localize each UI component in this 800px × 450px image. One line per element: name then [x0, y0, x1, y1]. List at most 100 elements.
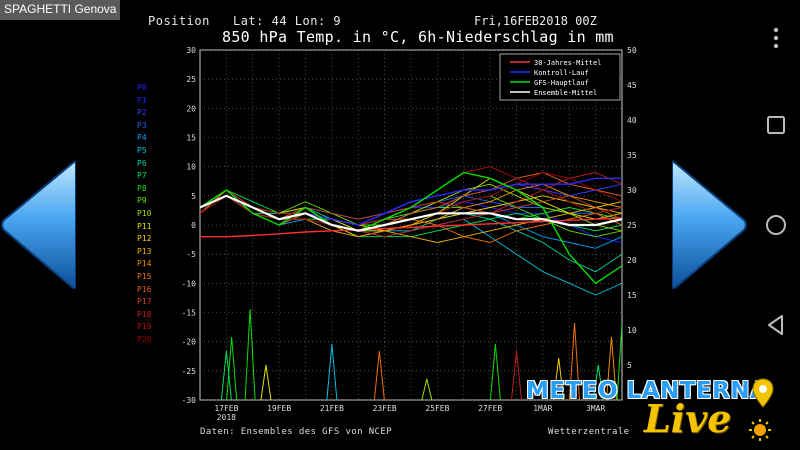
y-left-tick-label: -25 [182, 367, 197, 376]
next-run-button[interactable] [672, 158, 748, 292]
member-label: P10 [137, 208, 152, 218]
site-label: Wetterzentrale [548, 427, 630, 437]
y-right-tick-label: 45 [627, 81, 637, 90]
precip-spike [260, 364, 272, 400]
y-right-tick-label: 5 [627, 361, 632, 370]
y-right-tick-label: 40 [627, 116, 637, 125]
chart-title: 850 hPa Temp. in °C, 6h-Niederschlag in … [222, 28, 614, 46]
member-label: P17 [137, 297, 152, 307]
precip-spike [592, 364, 604, 400]
meteo-lanterna-logo: METEO LANTERNA Live [526, 378, 776, 446]
x-tick-label: 3MAR [586, 404, 605, 413]
y-left-tick-label: 30 [186, 46, 196, 55]
member-label: P5 [137, 145, 147, 155]
member-label: P7 [137, 171, 147, 181]
precip-spike [553, 357, 565, 400]
precip-spike [616, 322, 622, 400]
back-button[interactable] [764, 313, 788, 337]
y-right-tick-label: 10 [627, 326, 637, 335]
y-left-tick-label: -10 [182, 279, 197, 288]
chevron-right-icon [672, 160, 747, 289]
precip-spike [489, 343, 501, 400]
precip-spike [326, 343, 338, 400]
precip-spike [226, 336, 238, 400]
x-tick-label: 1MAR [533, 404, 552, 413]
member-label: P2 [137, 108, 147, 118]
y-right-tick-label: 20 [627, 256, 637, 265]
precip-spike [421, 378, 433, 400]
chevron-left-icon [1, 160, 76, 289]
y-right-tick-label: 25 [627, 221, 637, 230]
legend-label: Ensemble-Mittel [534, 89, 597, 97]
y-left-tick-label: -15 [182, 309, 197, 318]
member-label: P3 [137, 120, 147, 130]
home-button[interactable] [764, 213, 788, 237]
run-date: Fri,16FEB2018 00Z [474, 14, 597, 28]
member-label: P13 [137, 246, 152, 256]
x-year-label: 2018 [217, 413, 236, 422]
member-label: P11 [137, 221, 152, 231]
position-label: Position Lat: 44 Lon: 9 [148, 14, 342, 28]
member-label: P1 [137, 95, 147, 105]
x-tick-label: 17FEB [214, 404, 238, 413]
y-left-tick-label: -5 [186, 250, 196, 259]
member-label: P12 [137, 234, 152, 244]
x-tick-label: 21FEB [320, 404, 344, 413]
app-title: SPAGHETTI Genova [0, 0, 121, 20]
y-left-tick-label: -30 [182, 396, 197, 405]
member-label: P19 [137, 322, 152, 332]
x-tick-label: 23FEB [373, 404, 397, 413]
y-left-tick-label: 15 [186, 134, 196, 143]
triangle-back-icon [768, 315, 783, 335]
square-icon [767, 116, 785, 134]
y-left-tick-label: 20 [186, 104, 196, 113]
system-navigation-bar [752, 0, 800, 450]
previous-run-button[interactable] [0, 158, 76, 292]
y-left-tick-label: 0 [191, 221, 196, 230]
x-tick-label: 25FEB [425, 404, 449, 413]
member-label: P4 [137, 133, 147, 143]
member-label: P0 [137, 83, 147, 92]
overflow-menu-button[interactable] [764, 26, 788, 50]
y-right-tick-label: 15 [627, 291, 637, 300]
legend-label: GFS-Hauptlauf [534, 79, 589, 87]
y-right-tick-label: 50 [627, 46, 637, 55]
x-tick-label: 19FEB [267, 404, 291, 413]
precip-spike [569, 322, 581, 400]
precip-spike [511, 350, 522, 400]
y-left-tick-label: 10 [186, 163, 196, 172]
y-right-tick-label: 30 [627, 186, 637, 195]
member-list: P0 P1 P2 P3 P4 P5 P6 P7 P8 P9 P10 P11 P12 P13 P14 P15 P1… [137, 82, 159, 346]
precip-spike [244, 308, 256, 400]
y-right-tick-label: 35 [627, 151, 637, 160]
logo-text: METEO LANTERNA [526, 378, 769, 404]
member-label: P9 [137, 196, 147, 206]
precip-spike [373, 350, 385, 400]
series-line [200, 171, 622, 285]
y-left-tick-label: -20 [182, 338, 197, 347]
member-label: P8 [137, 183, 147, 193]
sun-icon [749, 419, 771, 441]
y-left-tick-label: 25 [186, 75, 196, 84]
precip-spike [220, 350, 232, 400]
member-label: P18 [137, 309, 152, 319]
recents-button[interactable] [764, 113, 788, 137]
member-label: P15 [137, 271, 152, 281]
data-source-label: Daten: Ensembles des GFS von NCEP [200, 427, 393, 437]
member-label: P20 [137, 334, 152, 344]
legend-label: 30-Jahres-Mittel [534, 59, 601, 67]
logo-live-text: Live [644, 396, 732, 441]
kebab-menu-icon [773, 27, 779, 49]
member-label: P16 [137, 284, 152, 294]
map-pin-icon [752, 378, 774, 408]
legend-label: Kontroll-Lauf [534, 69, 589, 77]
precip-spike [605, 336, 617, 400]
x-tick-label: 27FEB [478, 404, 502, 413]
member-label: P14 [137, 259, 152, 269]
series-line [200, 194, 622, 232]
circle-icon [766, 215, 786, 235]
member-label: P6 [137, 158, 147, 168]
y-left-tick-label: 5 [191, 192, 196, 201]
member-line [200, 172, 622, 238]
